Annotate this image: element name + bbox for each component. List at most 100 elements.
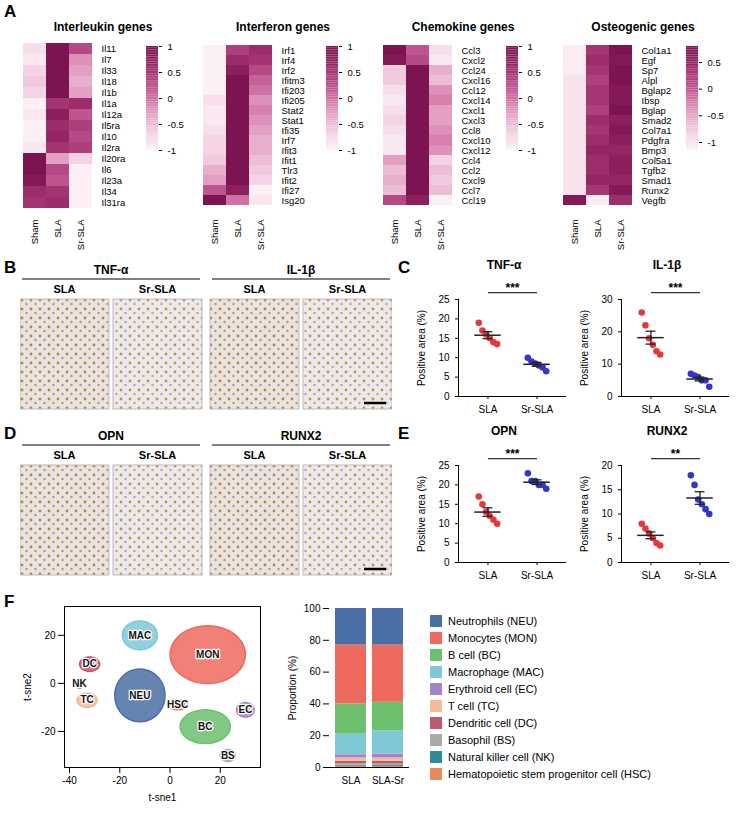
svg-text:0.5: 0.5 (348, 67, 361, 78)
svg-text:0: 0 (348, 93, 353, 104)
svg-text:Positive area (%): Positive area (%) (416, 476, 427, 552)
svg-text:SLA: SLA (479, 404, 498, 415)
svg-text:Il7: Il7 (102, 54, 112, 65)
svg-text:Sr-SLA: Sr-SLA (255, 219, 266, 250)
svg-text:20: 20 (44, 630, 56, 641)
svg-text:Il6: Il6 (102, 164, 112, 175)
svg-text:Sham: Sham (569, 219, 580, 244)
svg-text:0: 0 (607, 391, 613, 402)
svg-text:-0.5: -0.5 (348, 119, 364, 130)
svg-text:TC: TC (80, 694, 93, 705)
svg-text:Sr-SLA: Sr-SLA (75, 219, 86, 250)
svg-text:SLA: SLA (244, 449, 266, 461)
svg-text:Il2ra: Il2ra (102, 142, 121, 153)
svg-text:SLA: SLA (52, 219, 63, 238)
svg-text:Vegfb: Vegfb (642, 195, 666, 206)
svg-text:Il20ra: Il20ra (102, 153, 126, 164)
svg-text:40: 40 (309, 698, 321, 709)
svg-text:HSC: HSC (167, 699, 188, 710)
svg-text:Positive area (%): Positive area (%) (416, 310, 427, 386)
svg-text:0: 0 (167, 775, 173, 786)
svg-text:IL-1β: IL-1β (287, 263, 316, 277)
svg-text:15: 15 (438, 333, 450, 344)
svg-text:60: 60 (309, 666, 321, 677)
svg-text:***: *** (668, 281, 682, 295)
svg-text:Sr-SLA: Sr-SLA (684, 570, 717, 581)
svg-text:OPN: OPN (98, 429, 124, 443)
svg-text:1: 1 (528, 41, 533, 52)
svg-text:Il1b: Il1b (102, 87, 117, 98)
svg-text:t-sne2: t-sne2 (22, 673, 33, 701)
svg-text:5: 5 (444, 537, 450, 548)
svg-text:NK: NK (72, 678, 87, 689)
svg-text:DC: DC (82, 658, 96, 669)
svg-text:Sham: Sham (29, 219, 40, 244)
svg-text:25: 25 (438, 294, 450, 305)
svg-text:-0.5: -0.5 (708, 110, 724, 121)
svg-text:SLA: SLA (592, 219, 603, 238)
svg-text:0: 0 (315, 762, 321, 773)
svg-text:20: 20 (438, 479, 450, 490)
svg-text:***: *** (505, 447, 519, 461)
svg-text:25: 25 (438, 460, 450, 471)
svg-text:TNF-α: TNF-α (94, 263, 129, 277)
svg-text:SLA: SLA (232, 219, 243, 238)
svg-text:Sr-SLA: Sr-SLA (684, 404, 717, 415)
svg-text:20: 20 (309, 730, 321, 741)
svg-text:Il34: Il34 (102, 186, 117, 197)
svg-text:-1: -1 (708, 137, 716, 148)
svg-text:Il23a: Il23a (102, 175, 123, 186)
svg-text:MAC: MAC (128, 630, 151, 641)
svg-text:Il5ra: Il5ra (102, 120, 121, 131)
svg-text:Sham: Sham (389, 219, 400, 244)
svg-text:Positive area (%): Positive area (%) (579, 476, 590, 552)
svg-text:Positive area (%): Positive area (%) (579, 310, 590, 386)
svg-text:t-sne1: t-sne1 (149, 792, 177, 803)
svg-text:Sr-SLA: Sr-SLA (139, 449, 176, 461)
svg-text:5: 5 (444, 371, 450, 382)
svg-text:80: 80 (309, 635, 321, 646)
svg-text:Sham: Sham (209, 219, 220, 244)
svg-text:SLA: SLA (642, 404, 661, 415)
svg-text:Proportion (%): Proportion (%) (287, 656, 298, 720)
svg-text:Isg20: Isg20 (282, 195, 305, 206)
svg-text:**: ** (671, 447, 681, 461)
svg-text:EC: EC (238, 704, 252, 715)
svg-text:0: 0 (50, 678, 56, 689)
svg-text:100: 100 (304, 603, 321, 614)
svg-text:10: 10 (438, 352, 450, 363)
svg-text:MON: MON (196, 649, 219, 660)
svg-text:Il10: Il10 (102, 131, 117, 142)
svg-text:-1: -1 (168, 145, 176, 156)
svg-text:SLA: SLA (479, 570, 498, 581)
svg-text:0.5: 0.5 (168, 67, 181, 78)
svg-text:SLA: SLA (244, 283, 266, 295)
svg-text:15: 15 (438, 499, 450, 510)
svg-text:30: 30 (601, 294, 613, 305)
svg-text:Sr-SLA: Sr-SLA (615, 219, 626, 250)
svg-text:NEU: NEU (129, 690, 150, 701)
svg-text:Il33: Il33 (102, 65, 117, 76)
svg-text:10: 10 (438, 518, 450, 529)
svg-text:0: 0 (607, 557, 613, 568)
svg-text:10: 10 (601, 358, 613, 369)
svg-text:SLA: SLA (412, 219, 423, 238)
svg-text:Il12a: Il12a (102, 109, 123, 120)
svg-text:Sr-SLA: Sr-SLA (521, 570, 554, 581)
svg-text:0.5: 0.5 (708, 57, 721, 68)
svg-text:Sr-SLA: Sr-SLA (329, 283, 366, 295)
svg-text:BC: BC (198, 721, 212, 732)
svg-text:Sr-SLA: Sr-SLA (139, 283, 176, 295)
svg-text:0: 0 (708, 83, 713, 94)
svg-text:Il1a: Il1a (102, 98, 118, 109)
svg-text:-40: -40 (62, 775, 77, 786)
svg-text:RUNX2: RUNX2 (281, 429, 322, 443)
svg-text:-1: -1 (528, 145, 536, 156)
svg-text:0: 0 (528, 93, 533, 104)
svg-text:SLA-Sr: SLA-Sr (372, 775, 405, 786)
svg-text:Il18: Il18 (102, 76, 117, 87)
svg-text:SLA: SLA (54, 283, 76, 295)
svg-text:-20: -20 (113, 775, 128, 786)
svg-text:Ccl19: Ccl19 (462, 195, 486, 206)
svg-text:15: 15 (601, 484, 613, 495)
